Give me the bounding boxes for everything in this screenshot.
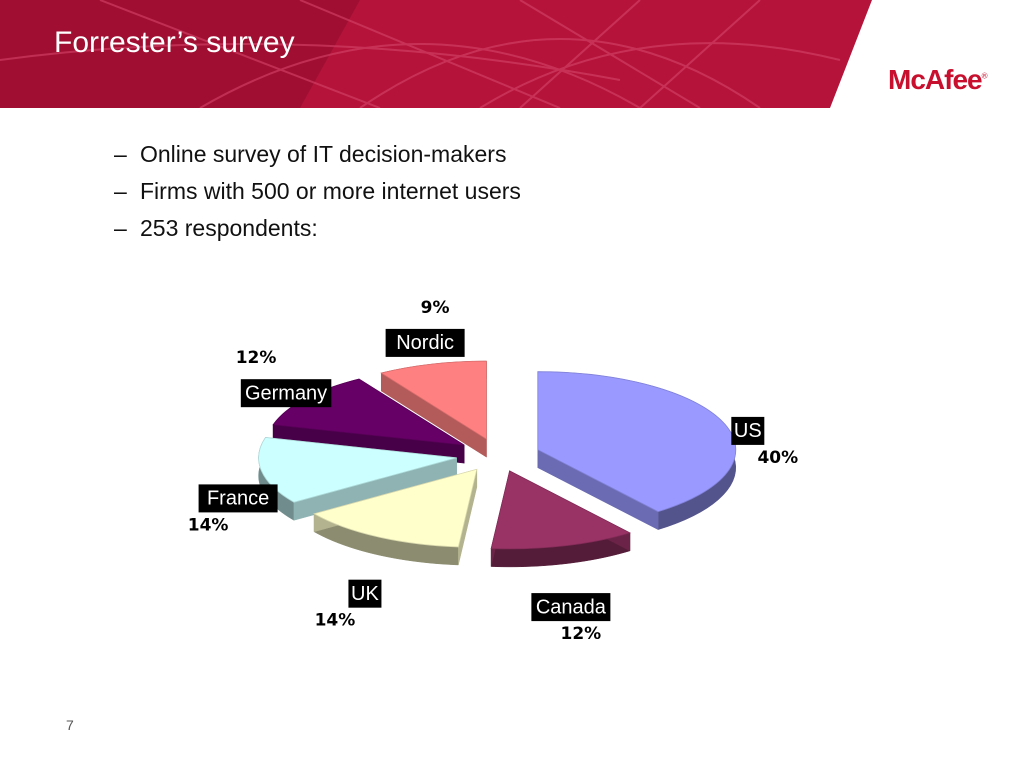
logo-text: McAfee	[888, 64, 983, 95]
bullet-text: Online survey of IT decision-makers	[140, 141, 507, 167]
bullet-text: 253 respondents:	[140, 215, 318, 241]
slide-title: Forrester’s survey	[54, 26, 295, 59]
slice-pct-canada: 12%	[561, 624, 602, 644]
slice-label-box-canada	[531, 593, 611, 622]
slice-label-us: US	[734, 420, 762, 442]
slice-label-france: France	[207, 488, 269, 510]
slice-top	[380, 360, 487, 440]
slice-pct-us: 40%	[757, 448, 798, 468]
slice-label-nordic: Nordic	[396, 332, 454, 354]
page-number: 7	[66, 717, 74, 733]
slice-pct-nordic: 9%	[421, 298, 450, 318]
slice-label-box-germany	[240, 379, 332, 408]
mcafee-logo: McAfee®	[888, 64, 988, 96]
slice-label-canada: Canada	[536, 596, 607, 618]
slice-top	[490, 470, 631, 550]
bullet-list: – Online survey of IT decision-makers – Fi…	[114, 136, 521, 247]
slide-header: Forrester’s survey McAfee®	[0, 0, 1024, 108]
slice-top	[258, 437, 457, 503]
bullet-text: Firms with 500 or more internet users	[140, 178, 521, 204]
slice-label-box-france	[198, 484, 278, 513]
pie-slices	[258, 360, 737, 568]
slice-label-box-uk	[348, 579, 382, 608]
slice-label-uk: UK	[351, 583, 379, 605]
pie-slice-us	[537, 371, 737, 531]
slice-pct-uk: 14%	[315, 611, 356, 631]
slice-top	[313, 468, 478, 548]
bullet-item: –253 respondents:	[114, 215, 318, 241]
pie-slice-canada	[490, 470, 631, 568]
slice-top	[537, 371, 737, 513]
bullet-item: – Firms with 500 or more internet users	[114, 178, 521, 204]
pie-labels: US 40% Canada 12% UK 14% France 14% Germany 12% No…	[188, 298, 798, 644]
registered-mark: ®	[981, 71, 988, 81]
slice-label-box-us	[731, 416, 765, 445]
pie-slice-france	[258, 436, 457, 521]
slice-pct-france: 14%	[188, 515, 229, 535]
slice-label-germany: Germany	[245, 382, 327, 404]
bullet-item: – Online survey of IT decision-makers	[114, 141, 507, 167]
pie-slice-uk	[313, 468, 478, 566]
slice-label-box-nordic	[385, 328, 465, 357]
slice-pct-germany: 12%	[236, 348, 277, 368]
pie-slice-nordic	[380, 360, 487, 458]
header-pattern	[0, 0, 1024, 108]
